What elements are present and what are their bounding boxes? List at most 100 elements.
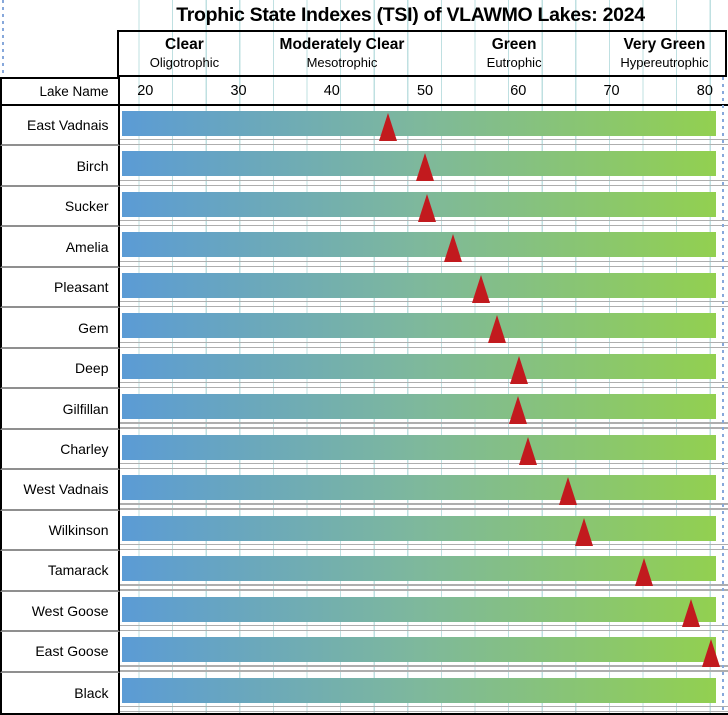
axis-tick-80: 80 (696, 83, 713, 99)
tsi-marker-triangle-icon (558, 477, 577, 506)
tsi-bar-cell (119, 389, 728, 429)
lake-name-label: West Vadnais (23, 481, 109, 498)
trophic-gradient-bar (122, 515, 716, 541)
table-row: Charley (0, 429, 728, 471)
tsi-bar-cell (119, 146, 728, 186)
trophic-gradient-bar (122, 394, 716, 420)
table-row: Pleasant (0, 267, 728, 309)
lake-name-cell: Amelia (0, 227, 120, 268)
tsi-marker-triangle-icon (510, 355, 529, 384)
lake-name-cell: Gem (0, 308, 120, 349)
trophic-category-clear: Clear Oligotrophic (150, 35, 219, 71)
tsi-bar-cell (119, 349, 728, 389)
tsi-bar-cell (119, 268, 728, 308)
tsi-axis: 20 30 40 50 60 70 80 (120, 77, 728, 104)
row-divider-line (119, 462, 728, 465)
axis-tick-30: 30 (230, 83, 247, 99)
lake-name-label: Black (74, 684, 109, 701)
tsi-marker-triangle-icon (472, 274, 490, 303)
trophic-category-moderately-clear: Moderately Clear Mesotrophic (280, 35, 405, 71)
trophic-gradient-bar (122, 637, 716, 663)
tsi-bar-cell (119, 308, 728, 348)
row-divider-line (119, 260, 728, 262)
table-row: Birch (0, 146, 728, 187)
lake-name-label: Amelia (65, 238, 109, 255)
trophic-gradient-bar (122, 596, 716, 622)
lake-name-label: East Goose (35, 643, 109, 660)
trophic-gradient-bar (122, 475, 716, 501)
axis-tick-20: 20 (137, 83, 154, 99)
lake-name-cell: Black (0, 672, 120, 714)
lake-name-cell: East Goose (0, 632, 120, 673)
lake-name-cell: Gilfillan (0, 389, 120, 430)
lake-name-cell: Tamarack (0, 551, 120, 592)
page-break-dashed-line-left (2, 0, 4, 77)
category-label: Very Green (623, 36, 706, 53)
chart-title: Trophic State Indexes (TSI) of VLAWMO La… (176, 4, 645, 26)
table-row: West Vadnais (0, 470, 728, 511)
row-divider-line (119, 184, 728, 186)
category-label: Green (491, 36, 537, 53)
tsi-bar-cell (119, 673, 728, 713)
lake-name-label: Tamarack (47, 562, 109, 579)
row-divider-line (119, 427, 728, 429)
table-row: Sucker (0, 186, 728, 228)
category-sublabel: Oligotrophic (149, 55, 220, 70)
trophic-category-green: Green Eutrophic (487, 35, 542, 71)
lake-name-cell: Charley (0, 429, 120, 471)
lake-name-label: Gem (78, 319, 109, 336)
row-divider-line (119, 629, 728, 632)
category-sublabel: Eutrophic (486, 55, 542, 70)
lake-name-cell: Deep (0, 348, 120, 390)
lake-name-label: East Vadnais (27, 117, 109, 134)
tsi-bar-cell (119, 227, 728, 267)
lake-name-cell: East Vadnais (0, 106, 120, 147)
tsi-bar-cell (119, 470, 728, 510)
category-label: Clear (165, 36, 204, 53)
lake-name-label: Pleasant (54, 279, 109, 296)
lake-name-label: Wilkinson (48, 521, 109, 538)
axis-tick-70: 70 (603, 83, 620, 99)
category-label: Moderately Clear (279, 36, 405, 53)
tsi-bar-cell (119, 106, 728, 146)
row-divider-line (119, 144, 728, 146)
row-divider-line (119, 422, 728, 424)
lake-name-header-label: Lake Name (39, 84, 109, 99)
table-row: East Goose (0, 632, 728, 673)
row-divider-line (119, 710, 728, 713)
lake-name-label: Deep (75, 360, 109, 377)
lake-name-cell: Birch (0, 146, 120, 187)
category-sublabel: Hypereutrophic (620, 55, 709, 70)
row-divider-line (119, 265, 728, 267)
row-divider-line (119, 341, 728, 343)
row-divider-line (119, 381, 728, 384)
category-sublabel: Mesotrophic (306, 55, 378, 70)
row-divider-line (119, 508, 728, 510)
trophic-gradient-bar (122, 556, 716, 582)
table-row: East Vadnais (0, 106, 728, 147)
table-row: West Goose (0, 591, 728, 633)
tsi-marker-triangle-icon (702, 639, 721, 668)
trophic-category-header: Clear Oligotrophic Moderately Clear Mesotro… (117, 30, 727, 77)
tsi-bar-cell (119, 551, 728, 591)
lake-name-cell: West Vadnais (0, 470, 120, 511)
row-divider-line (119, 225, 728, 227)
lake-name-label: West Goose (31, 602, 109, 619)
table-row: Wilkinson (0, 510, 728, 552)
tsi-marker-triangle-icon (509, 396, 528, 425)
tsi-bar-cell (119, 430, 728, 470)
axis-row: Lake Name 20 30 40 50 60 70 80 (0, 77, 728, 106)
table-row: Gem (0, 308, 728, 349)
row-divider-line (119, 543, 728, 546)
row-divider-line (119, 503, 728, 505)
tsi-marker-triangle-icon (416, 153, 435, 182)
table-row: Amelia (0, 227, 728, 268)
trophic-gradient-bar (122, 232, 716, 258)
lake-name-header-cell: Lake Name (0, 77, 120, 104)
tsi-marker-triangle-icon (417, 193, 436, 222)
page-break-dashed-line-right (722, 77, 724, 713)
row-divider-line (119, 306, 728, 308)
tsi-bar-cell (119, 187, 728, 227)
axis-tick-40: 40 (323, 83, 340, 99)
